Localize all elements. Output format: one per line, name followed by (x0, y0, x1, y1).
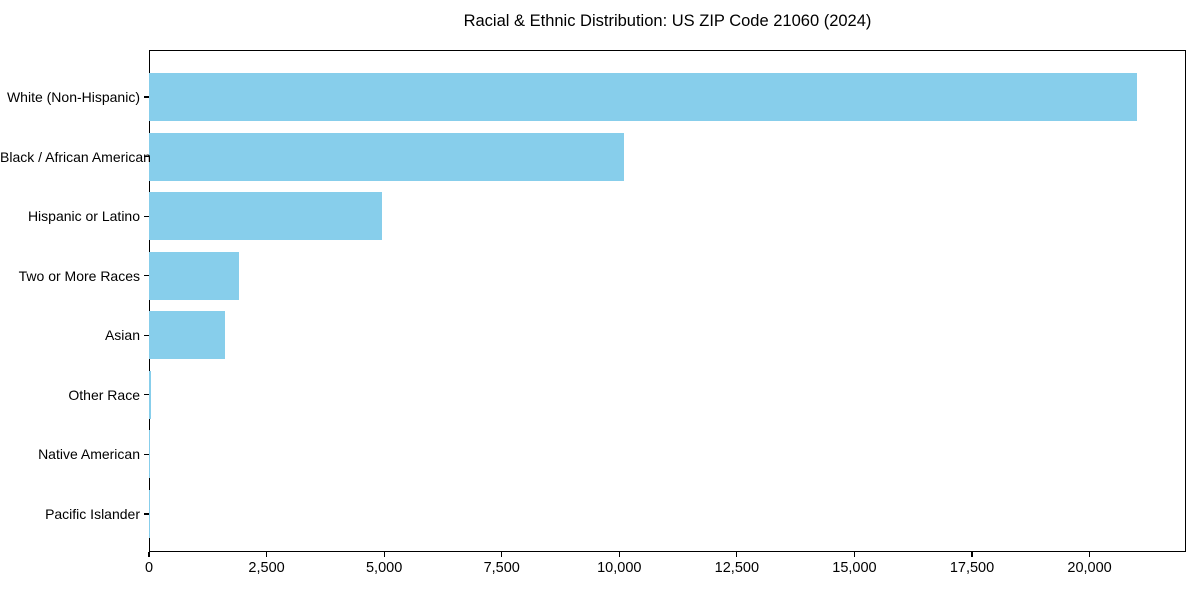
y-tick-label-native-american: Native American (38, 446, 140, 463)
y-tick-label-hispanic-or-latino: Hispanic or Latino (27, 208, 140, 225)
y-tick-mark (144, 155, 149, 158)
y-tick-label-white-non-hispanic: White (Non-Hispanic) (6, 89, 140, 105)
y-tick-label-asian: Asian (104, 327, 140, 344)
bar-two-or-more-races (149, 251, 240, 300)
x-tick-label-17-500: 17,500 (949, 560, 995, 576)
x-tick-mark (265, 552, 268, 557)
chart-title: Racial & Ethnic Distribution: US ZIP Cod… (463, 12, 872, 30)
y-tick-label-pacific-islander: Pacific Islander (45, 505, 140, 522)
y-tick-mark (144, 394, 149, 396)
y-tick-mark (144, 334, 149, 336)
x-tick-mark (618, 552, 620, 557)
y-tick-mark (144, 96, 149, 98)
bar-hispanic-or-latino (149, 192, 382, 241)
x-tick-mark (971, 552, 973, 557)
bar-other-race (149, 370, 151, 419)
x-tick-label-7-500: 7,500 (483, 560, 520, 576)
x-tick-label-12-500: 12,500 (714, 560, 760, 576)
y-tick-mark (144, 215, 149, 217)
y-tick-mark (144, 453, 149, 455)
y-tick-mark (144, 275, 149, 277)
y-tick-mark (144, 513, 149, 515)
x-tick-mark (148, 552, 150, 557)
x-tick-label-15-000: 15,000 (832, 560, 877, 576)
x-tick-label-5-000: 5,000 (365, 560, 403, 576)
y-tick-label-other-race: Other Race (68, 386, 140, 403)
bar-black-african-american (149, 132, 624, 181)
y-tick-label-black-african-american: Black / African American (0, 148, 151, 165)
bar-native-american (149, 430, 150, 479)
plot-area (149, 50, 1186, 552)
x-tick-mark (736, 552, 738, 557)
x-tick-label-10-000: 10,000 (597, 560, 642, 576)
bar-asian (149, 311, 225, 360)
x-tick-label-2-500: 2,500 (248, 560, 285, 576)
bar-white-non-hispanic (149, 73, 1137, 121)
x-tick-mark (501, 552, 503, 557)
x-tick-label-20-000: 20,000 (1067, 560, 1112, 576)
x-tick-mark (383, 552, 385, 557)
x-tick-mark (1088, 552, 1091, 557)
y-tick-label-two-or-more-races: Two or More Races (18, 267, 140, 284)
x-tick-label-0: 0 (144, 560, 154, 576)
x-tick-mark (853, 552, 856, 557)
